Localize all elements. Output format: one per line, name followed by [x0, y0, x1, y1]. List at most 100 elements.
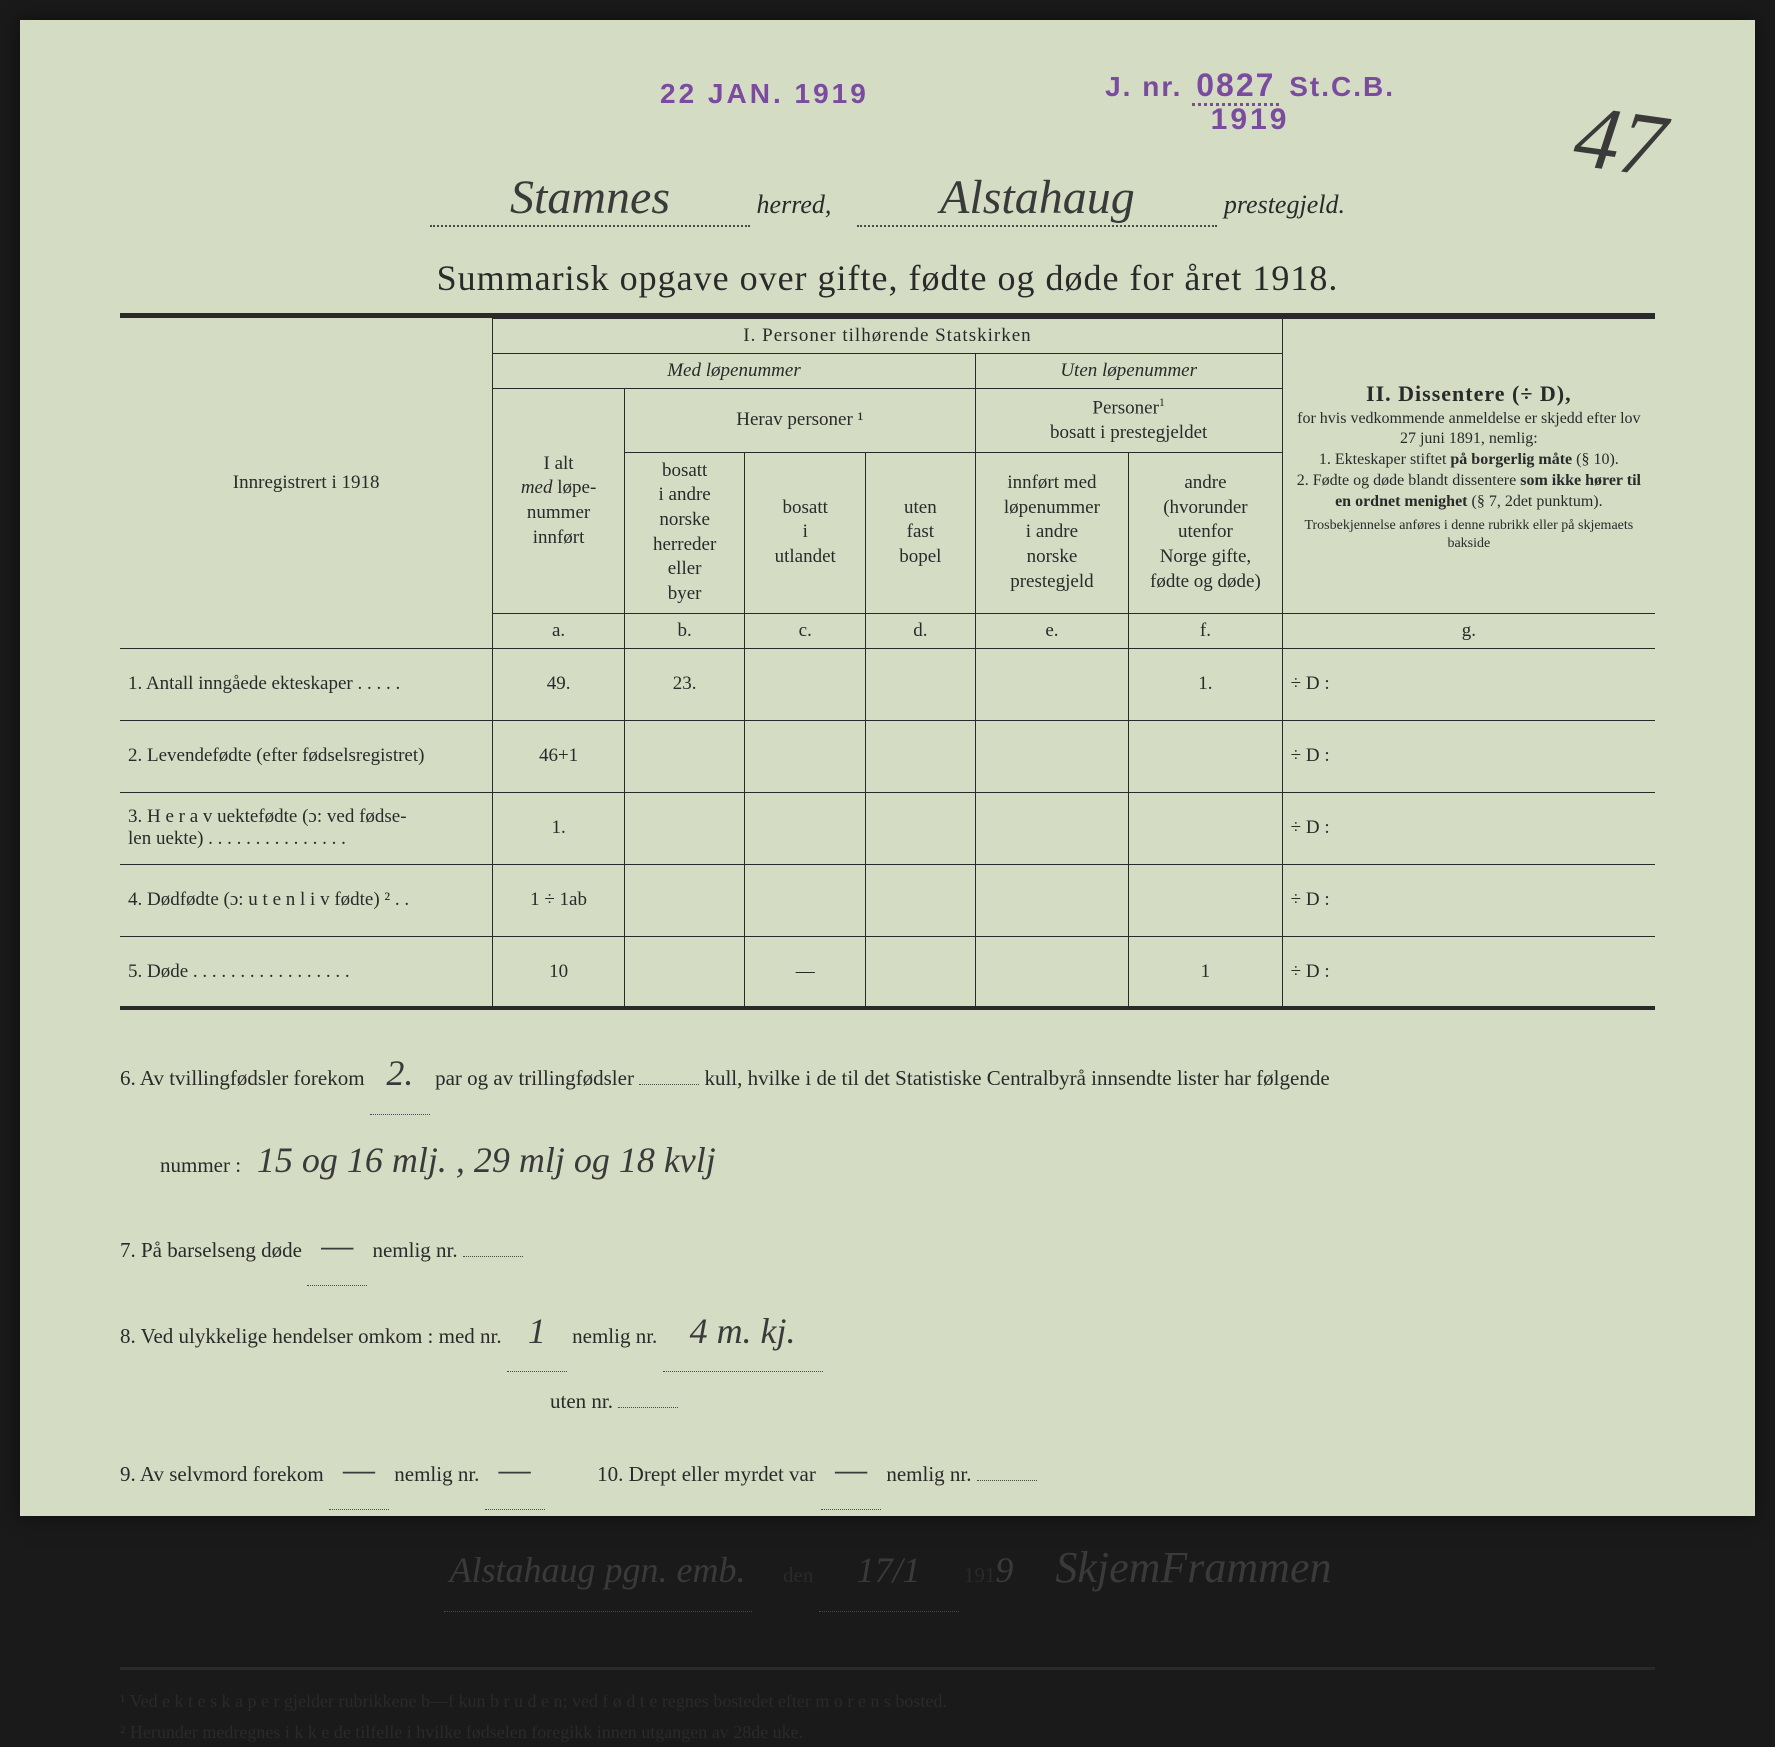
- cell-d: [866, 720, 976, 792]
- l8c: uten nr.: [550, 1389, 613, 1413]
- l6-trip-value: [639, 1084, 699, 1085]
- cell-b: 23.: [624, 648, 745, 720]
- cell-g: ÷ D :: [1282, 720, 1655, 792]
- cell-c: [745, 720, 866, 792]
- l10-v2: [977, 1480, 1037, 1481]
- col-letter-c: c.: [745, 613, 866, 648]
- cell-c: —: [745, 936, 866, 1008]
- col-letter-b: b.: [624, 613, 745, 648]
- jnr-suffix: St.C.B.: [1289, 71, 1395, 102]
- col-letter-a: a.: [493, 613, 625, 648]
- cell-e: [975, 648, 1129, 720]
- cell-a: 46+1: [493, 720, 625, 792]
- l9-v1: —: [329, 1430, 389, 1510]
- cell-c: [745, 648, 866, 720]
- l8-v1: 1: [507, 1292, 567, 1372]
- row-label: 1. Antall inngåede ekteskaper . . . . .: [120, 648, 493, 720]
- page-number-handwritten: 47: [1568, 84, 1671, 199]
- row-label: 2. Levendefødte (efter fødselsregistret): [120, 720, 493, 792]
- section2-header: II. Dissentere (÷ D), for hvis vedkommen…: [1282, 319, 1655, 614]
- form-title: Summarisk opgave over gifte, fødte og dø…: [120, 257, 1655, 318]
- row-label: 4. Dødfødte (ɔ: u t e n l i v fødte) ² .…: [120, 864, 493, 936]
- herav-personer-header: Herav personer ¹: [624, 389, 975, 453]
- l8-v2: 4 m. kj.: [663, 1292, 823, 1372]
- cell-d: [866, 648, 976, 720]
- footnote-2: ² Herunder medregnes i k k e de tilfelle…: [120, 1717, 1655, 1747]
- col-letter-e: e.: [975, 613, 1129, 648]
- l6-twins-value: 2.: [370, 1034, 430, 1114]
- place-value: Alstahaug pgn. emb.: [444, 1531, 752, 1611]
- cell-a: 1.: [493, 792, 625, 864]
- cell-b: [624, 864, 745, 936]
- prestegjeld-label: prestegjeld.: [1224, 190, 1345, 219]
- cell-g: ÷ D :: [1282, 792, 1655, 864]
- cell-g: ÷ D :: [1282, 648, 1655, 720]
- col-letter-g: g.: [1282, 613, 1655, 648]
- col-letter-f: f.: [1129, 613, 1283, 648]
- footnotes: ¹ Ved e k t e s k a p e r gjelder rubrik…: [120, 1667, 1655, 1747]
- line-6-cont: nummer : 15 og 16 mlj. , 29 mlj og 18 kv…: [120, 1121, 1655, 1200]
- year-suffix: 9: [995, 1550, 1013, 1590]
- den-label: den: [783, 1563, 813, 1587]
- cell-a: 49.: [493, 648, 625, 720]
- line-9-10: 9. Av selvmord forekom — nemlig nr. — 10…: [120, 1430, 1655, 1510]
- line-8b: uten nr.: [120, 1378, 1655, 1424]
- cell-b: [624, 792, 745, 864]
- innreg-label-text: Innregistrert i 1918: [233, 472, 380, 493]
- l7-v1: —: [307, 1206, 367, 1286]
- l9a: 9. Av selvmord forekom: [120, 1462, 324, 1486]
- cell-c: [745, 792, 866, 864]
- line-7: 7. På barselseng døde — nemlig nr.: [120, 1206, 1655, 1286]
- l7: 7. På barselseng døde: [120, 1238, 302, 1262]
- col-f-header: andre(hvorunderutenforNorge gifte,fødte …: [1129, 452, 1283, 613]
- uten-lopenummer-header: Uten løpenummer: [975, 354, 1282, 389]
- cell-d: [866, 936, 976, 1008]
- date-value: 17/1: [819, 1531, 959, 1611]
- table-row: 4. Dødfødte (ɔ: u t e n l i v fødte) ² .…: [120, 864, 1655, 936]
- l7-v2: [463, 1256, 523, 1257]
- jnr-prefix: J. nr.: [1105, 71, 1182, 102]
- l6d: nummer :: [160, 1153, 241, 1177]
- cell-e: [975, 792, 1129, 864]
- med-lopenummer-header: Med løpenummer: [493, 354, 975, 389]
- row-label: 5. Døde . . . . . . . . . . . . . . . . …: [120, 936, 493, 1008]
- table-row: 2. Levendefødte (efter fødselsregistret)…: [120, 720, 1655, 792]
- l6c: kull, hvilke i de til det Statistiske Ce…: [704, 1066, 1329, 1090]
- table-body: 1. Antall inngåede ekteskaper . . . . .4…: [120, 648, 1655, 1008]
- cell-b: [624, 720, 745, 792]
- journal-number-stamp: J. nr. 0827 St.C.B. 1919: [1105, 68, 1395, 136]
- cell-b: [624, 936, 745, 1008]
- line-8: 8. Ved ulykkelige hendelser omkom : med …: [120, 1292, 1655, 1372]
- col-a-header: I altmed løpe-nummerinnført: [493, 389, 625, 614]
- l8: 8. Ved ulykkelige hendelser omkom : med …: [120, 1324, 502, 1348]
- table-row: 5. Døde . . . . . . . . . . . . . . . . …: [120, 936, 1655, 1008]
- cell-f: 1.: [1129, 648, 1283, 720]
- cell-g: ÷ D :: [1282, 864, 1655, 936]
- cell-f: 1: [1129, 936, 1283, 1008]
- l10-v1: —: [821, 1430, 881, 1510]
- l9-v2: —: [485, 1430, 545, 1510]
- cell-g: ÷ D :: [1282, 936, 1655, 1008]
- l9b: nemlig nr.: [394, 1462, 479, 1486]
- l8-v3: [618, 1407, 678, 1408]
- table-row: 1. Antall inngåede ekteskaper . . . . .4…: [120, 648, 1655, 720]
- l6-hand-value: 15 og 16 mlj. , 29 mlj og 18 kvlj: [257, 1140, 716, 1180]
- date-stamp: 22 JAN. 1919: [660, 78, 869, 110]
- line-6: 6. Av tvillingfødsler forekom 2. par og …: [120, 1034, 1655, 1114]
- cell-f: [1129, 792, 1283, 864]
- herred-value: Stamnes: [430, 170, 750, 227]
- prestegjeld-value: Alstahaug: [857, 170, 1217, 227]
- footnote-1: ¹ Ved e k t e s k a p e r gjelder rubrik…: [120, 1686, 1655, 1717]
- signature: SkjemFrammen: [1055, 1543, 1331, 1592]
- herred-label: herred,: [757, 190, 832, 219]
- col-b-header: bosatti andrenorskeherrederellerbyer: [624, 452, 745, 613]
- header-line: Stamnes herred, Alstahaug prestegjeld.: [120, 170, 1655, 227]
- l6a: 6. Av tvillingfødsler forekom: [120, 1066, 365, 1090]
- cell-c: [745, 864, 866, 936]
- row-label: 3. H e r a v uektefødte (ɔ: ved fødse-le…: [120, 792, 493, 864]
- cell-f: [1129, 864, 1283, 936]
- col-d-header: utenfastbopel: [866, 452, 976, 613]
- l7b: nemlig nr.: [372, 1238, 457, 1262]
- jnr-year: 1919: [1105, 103, 1395, 136]
- section1-header: I. Personer tilhørende Statskirken: [493, 319, 1282, 354]
